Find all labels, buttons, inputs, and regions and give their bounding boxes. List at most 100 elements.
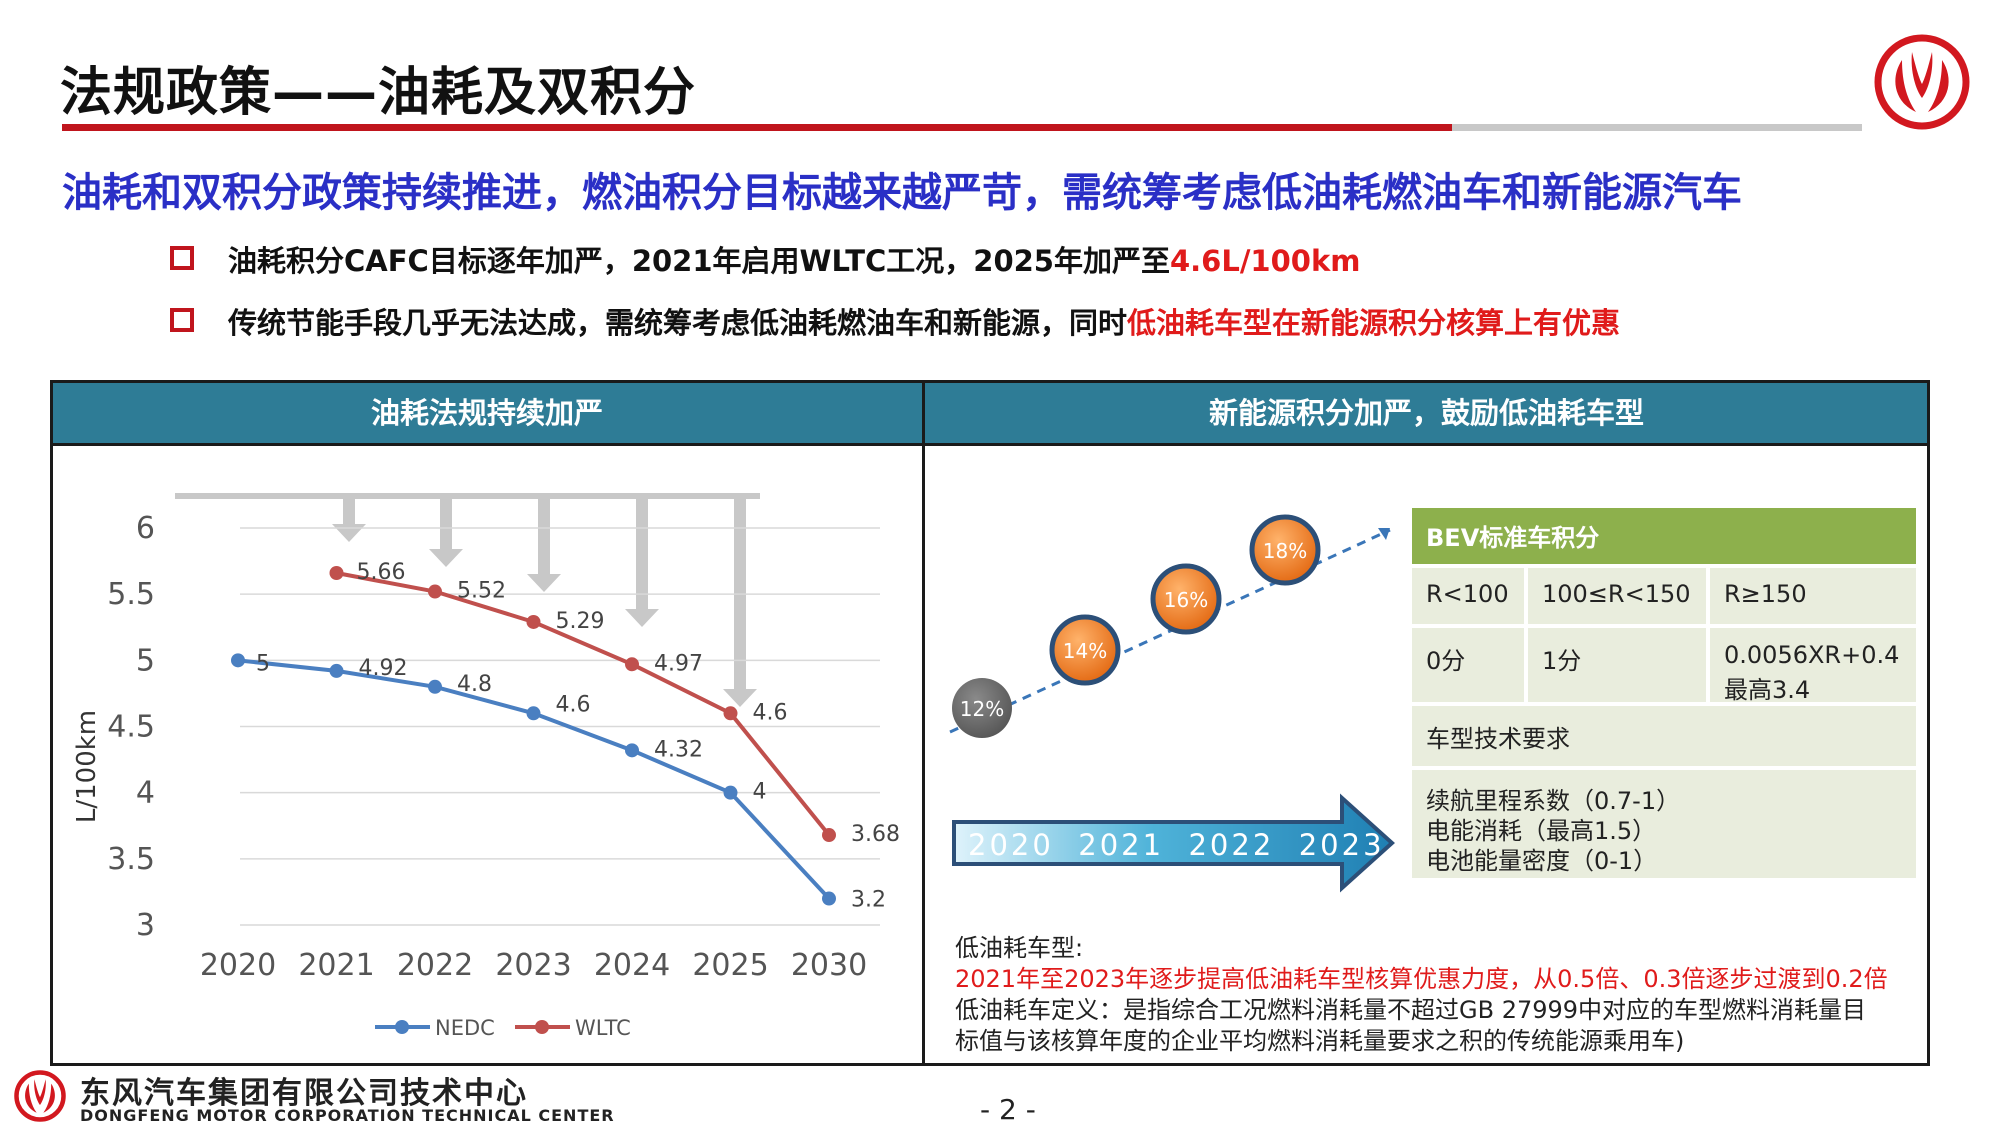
fuel-consumption-chart: 3 3.5 4 4.5 5 5.5 6 L/100km 2020 2021 2022 2023 2024… (72, 493, 900, 1040)
tightening-arrow-shaft (440, 499, 452, 549)
x-tick-label: 2021 (298, 948, 374, 983)
footer-company-cn: 东风汽车集团有限公司技术中心 (80, 1076, 528, 1111)
circle-14 (1049, 614, 1121, 686)
timeline-years: 2020 2021 2022 2023 (968, 828, 1385, 862)
data-label: 4.8 (457, 672, 492, 697)
tightening-arrow-icon (429, 549, 463, 567)
tightening-arrow-shaft (538, 499, 550, 574)
x-tick-label: 2022 (397, 948, 473, 983)
data-label: 5 (256, 651, 270, 676)
bev-credit-diagram: 12% 14% 16% 18% 2020 2021 2022 2023 (949, 514, 1395, 893)
data-point-nedc (526, 706, 541, 721)
data-point-wltc (822, 828, 836, 843)
x-tick-label: 2023 (495, 948, 571, 983)
range-value: 0分 (1426, 647, 1466, 675)
table-cell-bg (1528, 628, 1706, 702)
y-tick-label: 5 (136, 643, 155, 678)
data-label: 5.66 (357, 560, 406, 585)
legend-label: NEDC (435, 1016, 495, 1040)
y-tick-label: 4.5 (107, 710, 155, 745)
y-axis-label: L/100km (72, 710, 102, 823)
data-label: 4 (753, 780, 767, 805)
data-label: 3.68 (851, 822, 900, 847)
circle-label: 18% (1263, 539, 1307, 563)
data-label: 4.97 (654, 651, 703, 676)
page-title: 法规政策——油耗及双积分 (60, 63, 697, 123)
data-point-nedc (428, 679, 442, 694)
tightening-arrow-shaft (636, 499, 648, 609)
data-point-wltc (329, 565, 344, 580)
requirement-item: 续航里程系数（0.7-1） (1426, 787, 1681, 815)
range-value-extra: 最高3.4 (1724, 676, 1811, 704)
data-label: 4.32 (654, 737, 703, 762)
page-number: - 2 - (980, 1093, 1036, 1126)
title-rule-red (62, 124, 1452, 131)
circle-label: 12% (960, 697, 1004, 721)
y-tick-label: 6 (136, 511, 155, 546)
data-point-wltc (723, 706, 738, 721)
footer-company-en: DONGFENG MOTOR CORPORATION TECHNICAL CEN… (80, 1106, 615, 1125)
tightening-arrow-icon (332, 524, 366, 542)
bullet-square-icon (170, 308, 194, 332)
low-fuel-highlight: 2021年至2023年逐步提高低油耗车型核算优惠力度，从0.5倍、0.3倍逐步过… (955, 965, 1888, 993)
table-title: BEV标准车积分 (1426, 524, 1600, 552)
legend-marker (395, 1020, 409, 1034)
range-header: R≥150 (1724, 580, 1807, 608)
circle-label: 14% (1063, 639, 1107, 663)
range-value: 0.0056XR+0.4 (1724, 641, 1900, 669)
table-cell-bg (1710, 628, 1916, 702)
tightening-arrow-shaft (343, 499, 355, 524)
legend-label: WLTC (575, 1016, 631, 1040)
table-cell-bg (1412, 628, 1524, 702)
data-label: 4.6 (556, 692, 591, 717)
data-label: 4.6 (753, 700, 788, 725)
content-panel (50, 380, 1930, 1066)
footer-logo-icon (14, 1070, 66, 1122)
x-tick-label: 2030 (791, 948, 867, 983)
dongfeng-logo-icon (1874, 34, 1970, 130)
table-title-row (1412, 508, 1916, 564)
tightening-arrow-icon (527, 574, 561, 592)
data-point-nedc (822, 891, 836, 906)
panel-header-bar (52, 382, 1928, 444)
data-label: 5.52 (457, 579, 506, 604)
tightening-bar (175, 493, 760, 499)
title-rule-gray (1452, 124, 1862, 131)
data-point-wltc (526, 614, 541, 629)
growth-trend-line (949, 528, 1391, 734)
y-tick-label: 3.5 (107, 842, 155, 877)
table-cell-bg (1412, 568, 1524, 624)
circle-12 (952, 678, 1012, 738)
series-line-wltc (336, 571, 831, 837)
panel-divider (922, 380, 925, 1066)
table-cell-bg (1412, 706, 1916, 766)
table-cell-bg (1710, 568, 1916, 624)
y-tick-label: 4 (136, 776, 155, 811)
bev-credit-table: BEV标准车积分 R<100 100≤R<150 R≥150 0分 1分 0.0… (1412, 508, 1916, 878)
requirement-item: 电池能量密度（0-1） (1426, 847, 1658, 875)
headline: 油耗和双积分政策持续推进，燃油积分目标越来越严苛，需统筹考虑低油耗燃油车和新能源… (62, 170, 1742, 216)
data-label: 4.92 (359, 656, 408, 681)
trend-arrowhead-icon (1378, 528, 1390, 540)
y-tick-label: 3 (136, 908, 155, 943)
data-point-wltc (428, 584, 442, 599)
requirement-item: 电能消耗（最高1.5） (1426, 817, 1657, 845)
data-point-wltc (625, 657, 639, 672)
legend-marker (535, 1020, 549, 1034)
x-tick-label: 2020 (200, 948, 276, 983)
low-fuel-label: 低油耗车型: (955, 934, 1084, 962)
data-label: 5.29 (556, 609, 605, 634)
y-tick-label: 5.5 (107, 577, 155, 612)
data-label: 3.2 (851, 888, 886, 913)
table-cell-bg (1412, 770, 1916, 878)
panel-header-rule (52, 443, 1928, 446)
tightening-arrow-icon (723, 689, 757, 707)
x-tick-label: 2025 (692, 948, 768, 983)
tightening-arrow-icon (625, 609, 659, 627)
range-value: 1分 (1542, 647, 1582, 675)
range-header: 100≤R<150 (1542, 580, 1691, 608)
low-fuel-definition: 标值与该核算年度的企业平均燃料消耗量要求之积的传统能源乘用车) (955, 1027, 1685, 1055)
data-point-nedc (625, 743, 639, 758)
right-panel-title: 新能源积分加严，鼓励低油耗车型 (1208, 396, 1644, 430)
data-point-nedc (329, 663, 344, 678)
